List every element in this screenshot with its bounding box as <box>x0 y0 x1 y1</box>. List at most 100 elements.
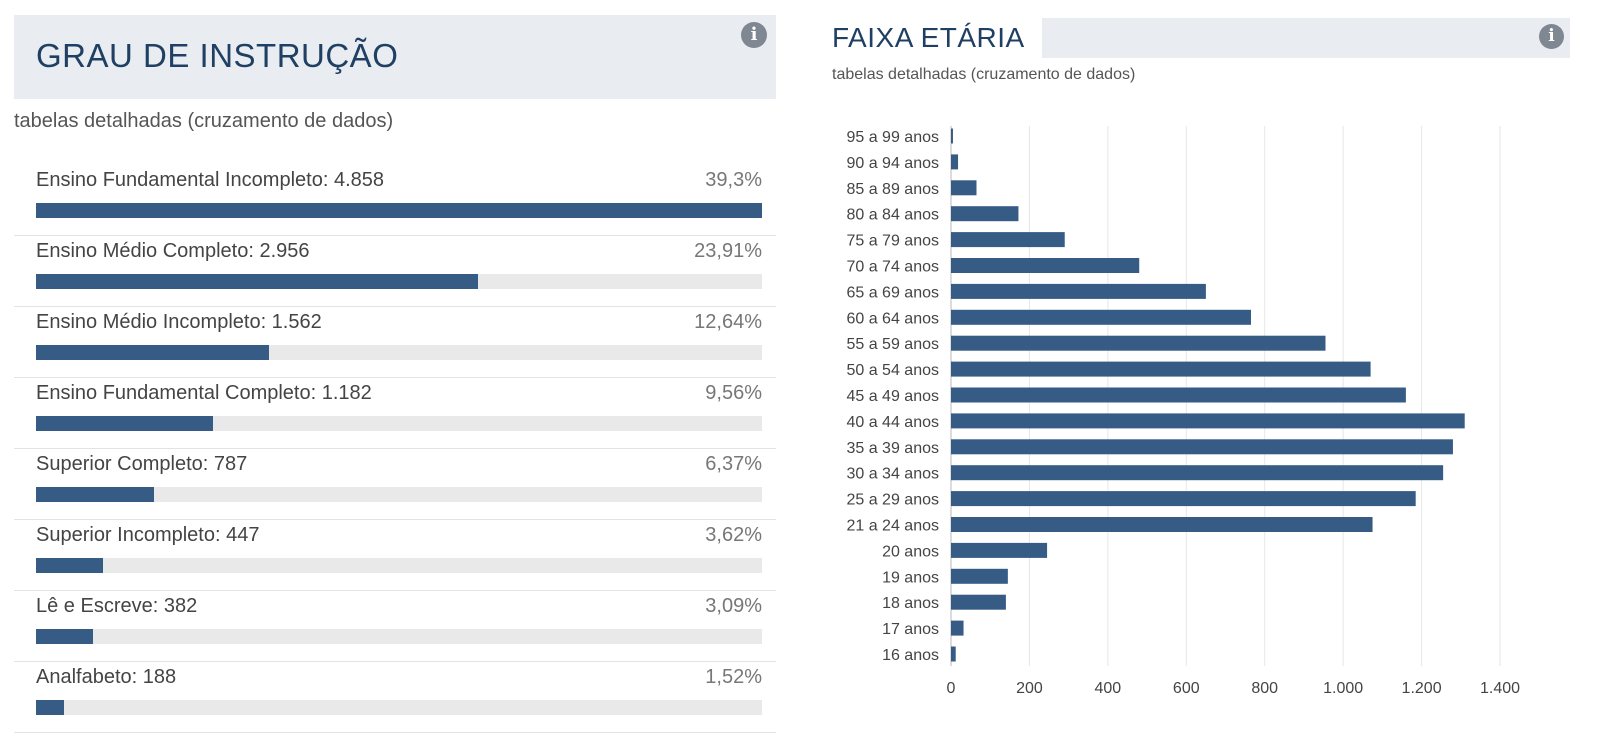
progress-bar <box>36 700 65 715</box>
y-tick-label: 70 a 74 anos <box>846 259 939 276</box>
progress-bar <box>36 487 154 502</box>
list-item[interactable]: Lê e Escreve: 382 3,09% <box>14 591 776 662</box>
faixa-etaria-panel: FAIXA ETÁRIA i tabelas detalhadas (cruza… <box>832 18 1570 731</box>
grau-list: Ensino Fundamental Incompleto: 4.858 39,3… <box>14 165 776 733</box>
x-tick-label: 0 <box>947 680 956 697</box>
progress-bar <box>36 558 103 573</box>
progress-track <box>36 274 762 289</box>
bar[interactable] <box>951 387 1406 403</box>
y-tick-label: 95 a 99 anos <box>846 129 939 146</box>
info-icon[interactable]: i <box>741 22 767 48</box>
bar[interactable] <box>951 439 1453 455</box>
bar[interactable] <box>951 335 1326 351</box>
bar[interactable] <box>951 283 1206 299</box>
list-item[interactable]: Superior Completo: 787 6,37% <box>14 449 776 520</box>
y-tick-label: 50 a 54 anos <box>846 362 939 379</box>
bar[interactable] <box>951 309 1251 325</box>
progress-track <box>36 416 762 431</box>
bar[interactable] <box>951 465 1444 481</box>
y-tick-label: 16 anos <box>882 647 939 664</box>
item-percentage: 39,3% <box>705 169 762 191</box>
item-percentage: 3,09% <box>705 595 762 617</box>
faixa-header-bar: i <box>1042 18 1570 58</box>
y-tick-label: 17 anos <box>882 621 939 638</box>
bar[interactable] <box>951 258 1140 273</box>
y-tick-label: 20 anos <box>882 543 939 560</box>
list-item[interactable]: Ensino Médio Incompleto: 1.562 12,64% <box>14 307 776 378</box>
list-item[interactable]: Superior Incompleto: 447 3,62% <box>14 520 776 591</box>
grau-instrucao-panel: GRAU DE INSTRUÇÃO i tabelas detalhadas (… <box>14 15 776 733</box>
faixa-title: FAIXA ETÁRIA <box>832 22 1025 53</box>
bar[interactable] <box>951 128 953 144</box>
y-tick-label: 60 a 64 anos <box>846 310 939 327</box>
bar[interactable] <box>951 620 964 636</box>
y-tick-label: 21 a 24 anos <box>846 518 939 535</box>
grau-header: GRAU DE INSTRUÇÃO i <box>14 15 776 99</box>
y-tick-label: 25 a 29 anos <box>846 492 939 509</box>
x-tick-label: 1.200 <box>1402 680 1442 697</box>
item-percentage: 3,62% <box>705 524 762 546</box>
y-tick-label: 65 a 69 anos <box>846 284 939 301</box>
bar[interactable] <box>951 491 1416 507</box>
bar[interactable] <box>951 568 1008 584</box>
list-item[interactable]: Ensino Médio Completo: 2.956 23,91% <box>14 236 776 307</box>
progress-track <box>36 487 762 502</box>
x-tick-label: 800 <box>1251 680 1278 697</box>
progress-track <box>36 345 762 360</box>
grau-title: GRAU DE INSTRUÇÃO <box>36 37 399 74</box>
item-label: Superior Incompleto: 447 <box>36 524 260 546</box>
progress-track <box>36 629 762 644</box>
list-item[interactable]: Analfabeto: 188 1,52% <box>14 662 776 733</box>
item-percentage: 1,52% <box>705 666 762 688</box>
bar[interactable] <box>951 594 1006 610</box>
y-tick-label: 80 a 84 anos <box>846 207 939 224</box>
x-tick-label: 200 <box>1016 680 1043 697</box>
y-tick-label: 19 anos <box>882 569 939 586</box>
bar[interactable] <box>951 180 977 196</box>
bar[interactable] <box>951 361 1371 377</box>
item-percentage: 9,56% <box>705 382 762 404</box>
y-tick-label: 18 anos <box>882 595 939 612</box>
x-tick-label: 1.000 <box>1323 680 1363 697</box>
bar[interactable] <box>951 542 1048 558</box>
y-tick-label: 55 a 59 anos <box>846 336 939 353</box>
item-percentage: 12,64% <box>694 311 762 333</box>
item-label: Superior Completo: 787 <box>36 453 248 475</box>
item-label: Analfabeto: 188 <box>36 666 177 688</box>
y-tick-label: 90 a 94 anos <box>846 155 939 172</box>
progress-track <box>36 558 762 573</box>
bar[interactable] <box>951 206 1019 222</box>
y-tick-label: 85 a 89 anos <box>846 181 939 198</box>
y-tick-label: 75 a 79 anos <box>846 233 939 250</box>
item-label: Lê e Escreve: 382 <box>36 595 198 617</box>
y-tick-label: 30 a 34 anos <box>846 466 939 483</box>
x-tick-label: 1.400 <box>1480 680 1520 697</box>
progress-track <box>36 700 762 715</box>
progress-bar <box>36 345 270 360</box>
faixa-subtitle-link[interactable]: tabelas detalhadas (cruzamento de dados) <box>832 66 1136 83</box>
x-tick-label: 600 <box>1173 680 1200 697</box>
bar[interactable] <box>951 232 1065 248</box>
progress-bar <box>36 416 213 431</box>
item-percentage: 6,37% <box>705 453 762 475</box>
x-tick-label: 400 <box>1095 680 1122 697</box>
grau-subtitle-link[interactable]: tabelas detalhadas (cruzamento de dados) <box>14 110 394 132</box>
progress-track <box>36 203 762 218</box>
list-item[interactable]: Ensino Fundamental Incompleto: 4.858 39,3… <box>14 165 776 236</box>
y-tick-label: 45 a 49 anos <box>846 388 939 405</box>
info-icon[interactable]: i <box>1539 24 1564 49</box>
bar[interactable] <box>951 413 1465 429</box>
progress-bar <box>36 203 762 218</box>
item-label: Ensino Médio Incompleto: 1.562 <box>36 311 322 333</box>
item-label: Ensino Médio Completo: 2.956 <box>36 240 310 262</box>
item-label: Ensino Fundamental Completo: 1.182 <box>36 382 372 404</box>
progress-bar <box>36 629 94 644</box>
bar[interactable] <box>951 154 959 170</box>
age-bar-chart: 95 a 99 anos 90 a 94 anos 85 a 89 anos 80 a… <box>846 126 1520 697</box>
item-label: Ensino Fundamental Incompleto: 4.858 <box>36 169 384 191</box>
bar[interactable] <box>951 646 956 662</box>
list-item[interactable]: Ensino Fundamental Completo: 1.182 9,56% <box>14 378 776 449</box>
progress-bar <box>36 274 478 289</box>
y-tick-label: 40 a 44 anos <box>846 414 939 431</box>
bar[interactable] <box>951 517 1373 532</box>
